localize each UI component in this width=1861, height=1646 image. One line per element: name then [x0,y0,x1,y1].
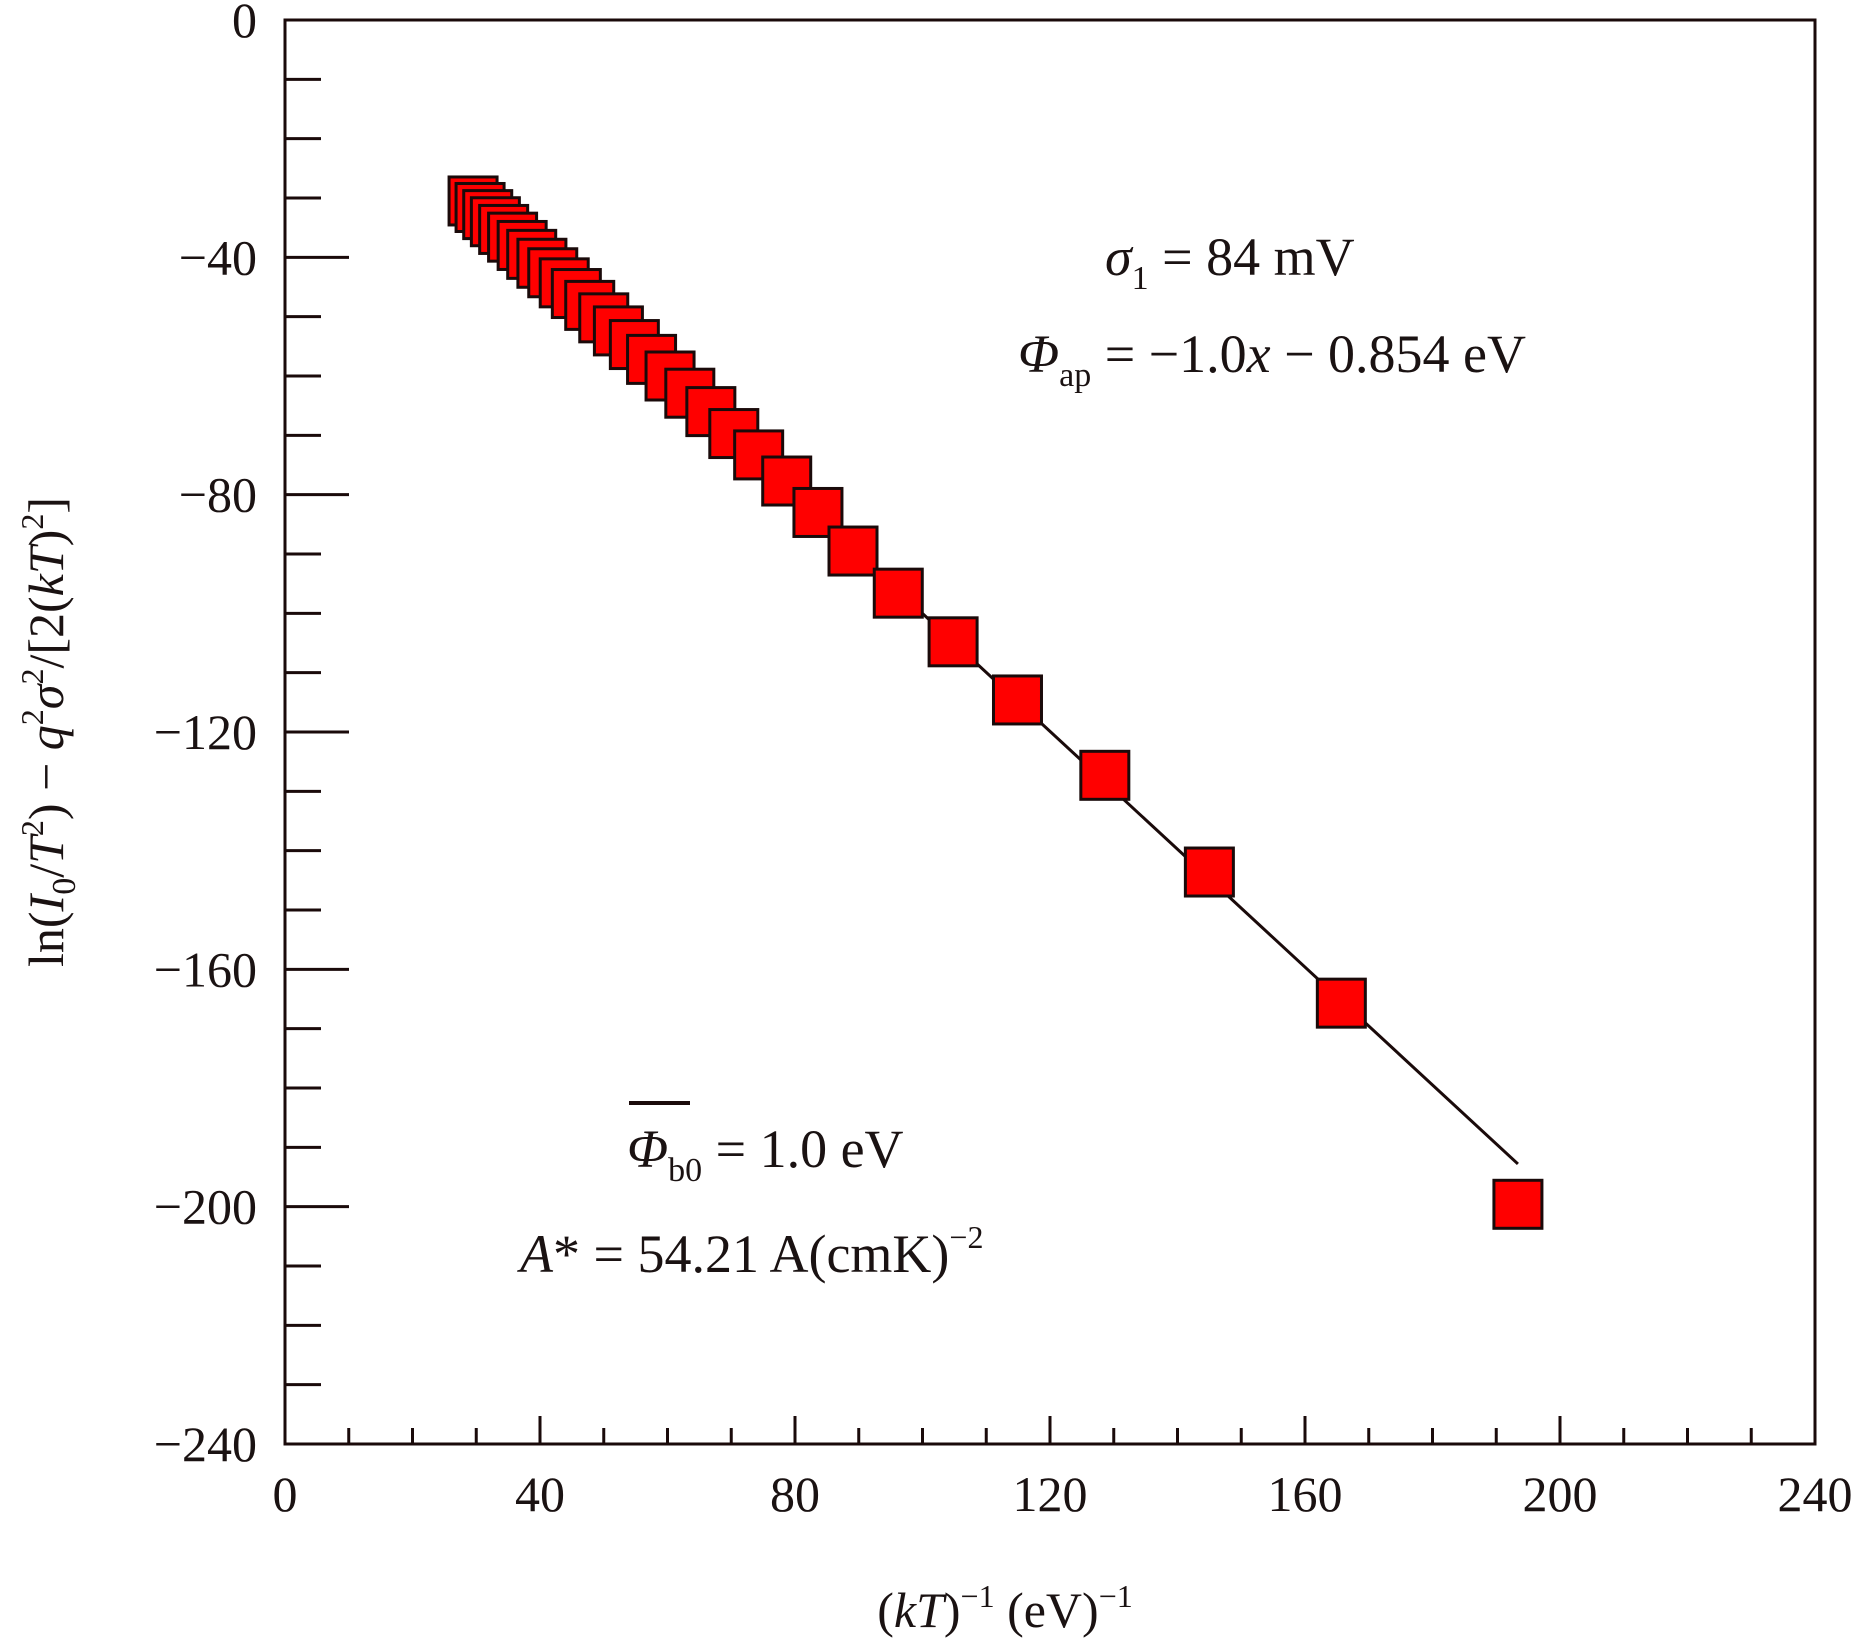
phi-ap-annotation: Φap = −1.0x − 0.854 eV [1018,324,1526,394]
x-tick-label: 40 [515,1466,565,1522]
y-axis-title: ln(I0/T2) − q2σ2/[2(kT)2] [14,497,83,967]
y-tick-labels: 0 −40 −80 −120 −160 −200 −240 [154,0,257,1472]
x-tick-label: 80 [770,1466,820,1522]
y-tick-label: −120 [154,704,257,760]
data-point [827,525,879,577]
phi-b0-annotation: Φb0 = 1.0 eV [627,1119,904,1189]
axis-ticks [285,77,1753,1444]
x-tick-label: 0 [273,1466,298,1522]
data-points [447,175,1544,1230]
y-tick-label: −80 [179,467,257,523]
data-point [872,567,924,619]
y-tick-label: 0 [232,0,257,48]
x-tick-label: 200 [1523,1466,1598,1522]
data-point [761,455,813,507]
sigma-annotation: σ1 = 84 mV [1105,227,1355,297]
data-point [1492,1178,1544,1230]
plot-frame [283,18,1817,1446]
y-tick-label: −160 [154,941,257,997]
x-axis-title: (kT)−1 (eV)−1 [877,1578,1133,1638]
x-tick-labels: 0 40 80 120 160 200 240 [273,1466,1853,1522]
y-tick-label: −200 [154,1179,257,1235]
data-point [1183,846,1235,898]
data-point [1315,977,1367,1029]
data-point [927,616,979,668]
x-tick-label: 240 [1778,1466,1853,1522]
a-star-annotation: A* = 54.21 A(cmK)−2 [517,1219,983,1284]
y-tick-label: −40 [179,229,257,285]
data-point [1079,749,1131,801]
x-tick-label: 120 [1013,1466,1088,1522]
data-point [991,674,1043,726]
x-tick-label: 160 [1268,1466,1343,1522]
y-tick-label: −240 [154,1416,257,1472]
